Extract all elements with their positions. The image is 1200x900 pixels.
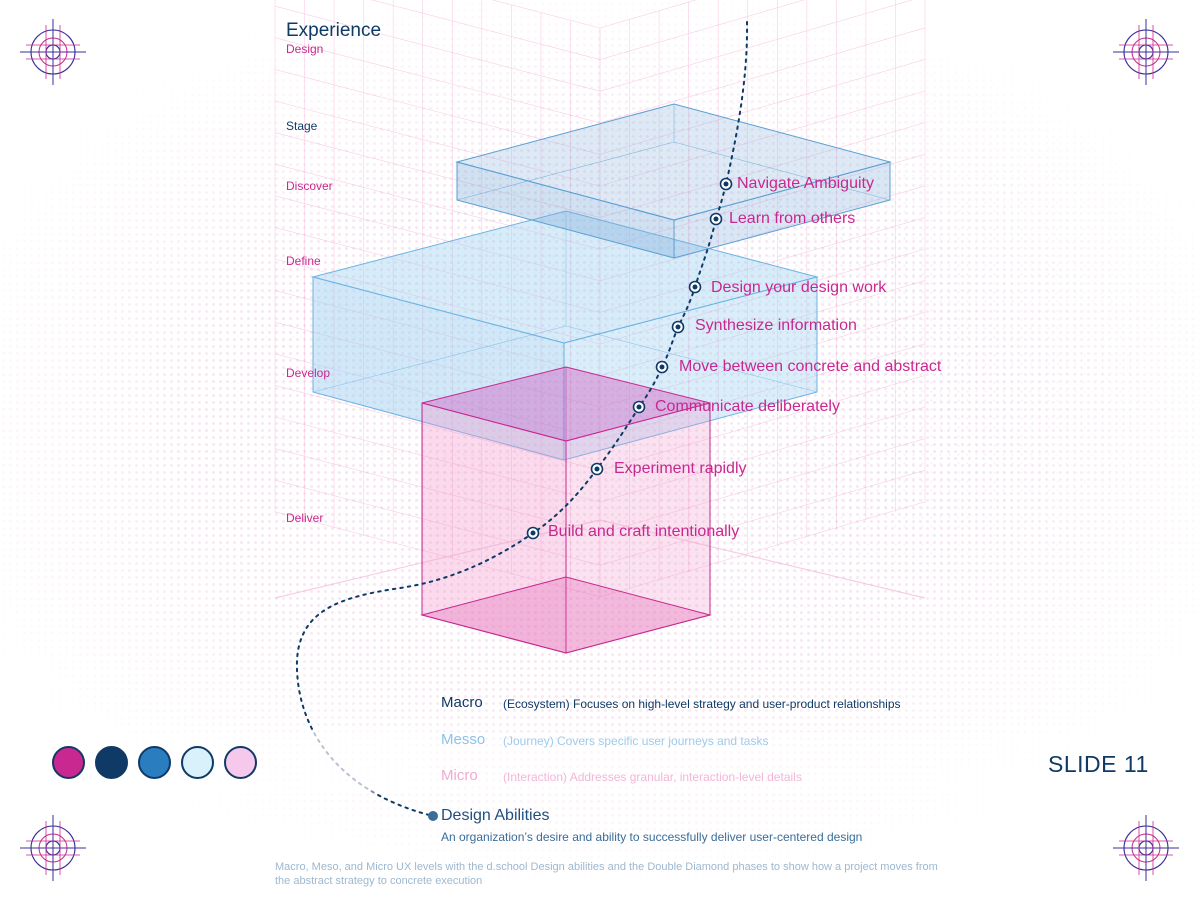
- crosshair-target-icon: [1113, 19, 1179, 85]
- palette-swatch-light-pink: [224, 746, 257, 779]
- target-dot-icon: [590, 462, 604, 476]
- target-dot-icon: [709, 212, 723, 226]
- ability-move-between-concrete-abstract: Move between concrete and abstract: [679, 358, 942, 375]
- ability-experiment-rapidly: Experiment rapidly: [614, 460, 747, 477]
- level-macro-name: Macro: [441, 694, 483, 711]
- background-grid: [274, 0, 926, 599]
- ability-learn-from-others: Learn from others: [729, 210, 856, 227]
- ability-communicate-deliberately: Communicate deliberately: [655, 398, 840, 415]
- level-micro-name: Micro: [441, 767, 478, 784]
- level-micro-desc: (Interaction) Addresses granular, intera…: [503, 770, 802, 784]
- diagram-subtitle: Design: [286, 42, 324, 56]
- ability-build-and-craft: Build and craft intentionally: [548, 523, 740, 540]
- palette-swatch-magenta: [52, 746, 85, 779]
- design-abilities-description: An organization’s desire and ability to …: [441, 830, 863, 844]
- palette-swatch-navy: [95, 746, 128, 779]
- target-dot-icon: [655, 360, 669, 374]
- crosshair-target-icon: [20, 19, 86, 85]
- crosshair-target-icon: [20, 815, 86, 881]
- target-dot-icon: [632, 400, 646, 414]
- level-macro-desc: (Ecosystem) Focuses on high-level strate…: [503, 697, 901, 711]
- palette-swatch-blue: [138, 746, 171, 779]
- design-abilities-dot: [428, 811, 438, 821]
- ability-markers: [526, 177, 733, 540]
- target-dot-icon: [671, 320, 685, 334]
- level-messo-desc: (Journey) Covers specific user journeys …: [503, 734, 769, 748]
- stage-develop: Develop: [286, 366, 331, 380]
- meso-box: [311, 210, 819, 461]
- ability-synthesize-information: Synthesize information: [695, 317, 857, 334]
- target-dot-icon: [719, 177, 733, 191]
- target-dot-icon: [526, 526, 540, 540]
- diagram-title: Experience: [286, 20, 382, 41]
- ability-design-your-design-work: Design your design work: [711, 279, 887, 296]
- palette-swatch-light-blue: [181, 746, 214, 779]
- stage-define: Define: [286, 254, 321, 268]
- stage-discover: Discover: [286, 179, 333, 193]
- target-dot-icon: [688, 280, 702, 294]
- ability-navigate-ambiguity: Navigate Ambiguity: [737, 175, 874, 192]
- crosshair-target-icon: [1113, 815, 1179, 881]
- micro-box: [420, 366, 712, 654]
- stage-deliver: Deliver: [286, 511, 324, 525]
- level-messo-name: Messo: [441, 731, 486, 748]
- slide-number: SLIDE 11: [1048, 751, 1149, 777]
- macro-box: [455, 103, 892, 259]
- diagram-caption: Macro, Meso, and Micro UX levels with th…: [275, 861, 938, 887]
- design-abilities-title: Design Abilities: [441, 807, 550, 824]
- stage-header: Stage: [286, 119, 318, 133]
